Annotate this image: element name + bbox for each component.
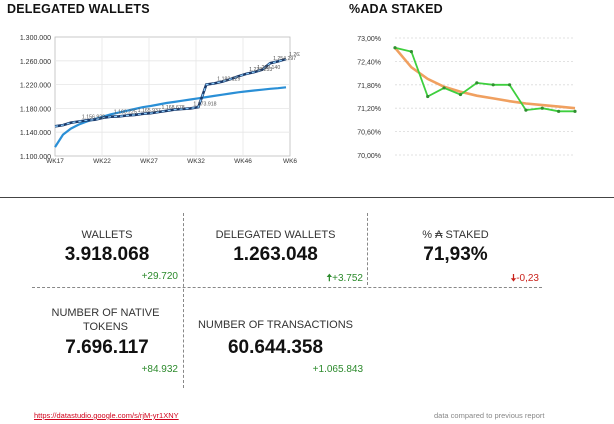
- data-label: 1.165.937: [138, 108, 161, 114]
- kpi-wallets-label: WALLETS: [81, 229, 133, 241]
- kpi-staked-delta: 🠇-0,23: [368, 271, 539, 288]
- kpi-transactions-delta: +1.065.843: [312, 364, 363, 375]
- staked-point: [507, 83, 512, 87]
- ada-staked-chart: 73,00% 72,40% 71,80% 71,20% 70,60% 70,00%: [357, 36, 577, 160]
- staked-point: [557, 109, 561, 113]
- staked-point: [426, 94, 430, 99]
- staked-point: [491, 83, 495, 87]
- arrow-down-icon: 🠇: [510, 273, 517, 284]
- kpi-wallets-value: 3.918.068: [64, 244, 150, 265]
- staked-trend-line: [394, 46, 576, 110]
- kpi-staked-label: % ₳ STAKED: [422, 229, 489, 241]
- data-label: 1.239.140: [257, 65, 280, 71]
- chart-title-delegated-wallets: DELEGATED WALLETS: [7, 2, 150, 16]
- data-label: 1.254.297: [273, 56, 296, 62]
- staked-point: [409, 50, 413, 54]
- kpi-delegated-value: 1.263.048: [233, 244, 318, 265]
- y-tick-label: 1.220.000: [20, 83, 51, 90]
- report-link[interactable]: https://datastudio.google.com/s/rjM-yr1X…: [34, 411, 179, 420]
- y-tick-label: 70,60%: [357, 130, 381, 137]
- plot-frame: [54, 36, 291, 157]
- staked-point: [573, 109, 577, 113]
- x-tick-label: WK22: [93, 158, 111, 165]
- x-tick-label: WK6: [283, 158, 297, 165]
- staked-point: [540, 106, 544, 110]
- data-label: 1.222.253: [249, 67, 272, 73]
- kpi-wallets-delta: +29.720: [141, 271, 178, 282]
- y-tick-label: 70,00%: [357, 153, 381, 160]
- staked-line: [394, 46, 575, 113]
- kpi-divider-vertical-2: [367, 213, 368, 285]
- staked-point: [393, 46, 397, 50]
- x-tick-label: WK32: [187, 158, 205, 165]
- staked-point: [442, 86, 446, 90]
- kpi-native-tokens-label: NUMBER OF NATIVE TOKENS: [51, 307, 160, 333]
- chart-title-ada-staked: %ADA STAKED: [349, 2, 443, 16]
- data-label: 1.182.129: [217, 76, 240, 82]
- y-tick-label: 71,20%: [357, 106, 381, 113]
- kpi-transactions-value: 60.644.358: [227, 337, 324, 358]
- kpi-native-tokens-delta: +84.932: [141, 364, 178, 375]
- arrow-up-icon: 🠅: [326, 273, 333, 284]
- staked-point: [524, 108, 528, 112]
- staked-point: [475, 81, 479, 85]
- kpi-delegated-delta: 🠅+3.752: [184, 271, 363, 288]
- x-tick-label: WK46: [234, 158, 252, 165]
- kpi-delegated-label: DELEGATED WALLETS: [215, 229, 336, 241]
- kpi-staked-value: 71,93%: [423, 244, 488, 265]
- delegated-wallets-line-highlight: [54, 58, 287, 127]
- x-tick-label: WK17: [46, 158, 64, 165]
- data-label: 1.156.928: [82, 114, 105, 120]
- data-label: 1.168.678: [162, 105, 185, 111]
- y-tick-label: 72,40%: [357, 59, 381, 66]
- staked-point: [458, 92, 463, 97]
- y-tick-label: 1.180.000: [20, 106, 51, 113]
- data-label: 1.160.225: [114, 110, 137, 116]
- y-tick-label: 71,80%: [357, 83, 381, 90]
- kpi-delegated-delta-text: +3.752: [332, 273, 363, 284]
- delegated-wallets-chart: 1.300.000 1.260.000 1.220.000 1.180.000 1.14…: [20, 35, 300, 165]
- kpi-divider-vertical-1: [183, 213, 184, 388]
- y-tick-label: 1.300.000: [20, 35, 51, 42]
- kpi-divider-horizontal: [32, 287, 542, 288]
- data-label: 1.263.048: [289, 52, 300, 58]
- y-tick-label: 1.100.000: [20, 154, 51, 161]
- y-tick-label: 73,00%: [357, 36, 381, 43]
- x-tick-label: WK27: [140, 158, 158, 165]
- y-tick-label: 1.260.000: [20, 59, 51, 66]
- footer-note: data compared to previous report: [434, 411, 545, 420]
- kpi-native-tokens-value: 7.696.117: [65, 337, 149, 358]
- kpi-transactions-label: NUMBER OF TRANSACTIONS: [197, 319, 354, 331]
- section-separator: [0, 197, 614, 198]
- kpi-staked-delta-text: -0,23: [516, 273, 539, 284]
- data-label: 1.173.918: [193, 101, 216, 107]
- y-tick-label: 1.140.000: [20, 130, 51, 137]
